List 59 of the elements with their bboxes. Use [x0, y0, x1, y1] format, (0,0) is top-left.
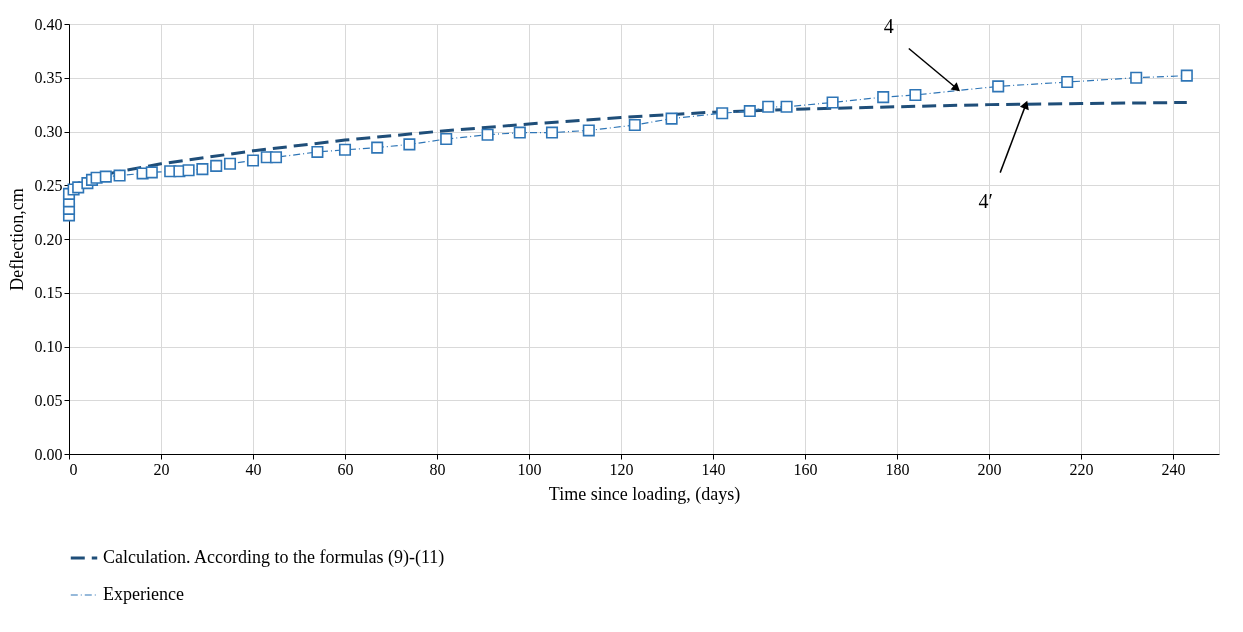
point	[99, 170, 112, 183]
x-tick-label: 80	[429, 460, 446, 478]
point	[877, 91, 890, 104]
point	[182, 164, 195, 177]
point	[440, 132, 453, 146]
point	[338, 143, 352, 156]
point	[403, 138, 416, 151]
x-tick-label: 160	[793, 460, 818, 478]
point	[113, 169, 126, 182]
x-tick-label: 20	[153, 460, 170, 478]
point	[665, 112, 678, 125]
y-axis-title: Deflection,cm	[6, 188, 27, 291]
x-tick-label: 120	[609, 460, 634, 478]
point	[582, 124, 595, 137]
point	[1180, 69, 1193, 82]
annotation: 4	[883, 14, 894, 37]
x-tick-label: 200	[977, 460, 1002, 478]
x-tick-label: 100	[517, 460, 542, 478]
point	[716, 107, 729, 120]
point	[269, 151, 283, 164]
x-tick-label: 40	[245, 460, 262, 478]
point	[1130, 71, 1143, 84]
point	[743, 105, 756, 118]
y-tick-label: 0.35	[34, 69, 63, 87]
legend-label: Calculation. According to the formulas (9)-(11)	[103, 547, 445, 568]
x-tick-label: 140	[701, 460, 726, 478]
y-tick-label: 0.30	[34, 123, 63, 140]
x-tick-label: 60	[337, 460, 354, 478]
point	[371, 141, 384, 154]
point	[826, 96, 839, 109]
point	[311, 145, 324, 158]
y-tick-label: 0.10	[34, 338, 63, 355]
point	[223, 157, 237, 170]
point	[145, 166, 158, 179]
point	[210, 159, 223, 172]
point	[513, 126, 526, 139]
point	[780, 100, 793, 113]
x-axis-title: Time since loading, (days)	[548, 483, 741, 505]
x-tick-label: 240	[1161, 460, 1186, 478]
x-tick-label: 220	[1069, 460, 1094, 478]
point	[628, 119, 641, 132]
x-tick-label: 0	[69, 460, 78, 478]
legend-label: Experience	[103, 584, 184, 604]
y-tick-label: 0.40	[34, 15, 63, 33]
y-tick-label: 0.20	[34, 230, 63, 248]
point	[992, 80, 1005, 93]
point	[246, 154, 260, 167]
y-tick-label: 0.05	[34, 391, 63, 409]
point	[1061, 76, 1074, 89]
y-tick-label: 0.25	[34, 176, 63, 194]
annotation: 4′	[978, 189, 993, 212]
point	[545, 126, 559, 139]
point	[481, 128, 494, 141]
point	[196, 163, 209, 176]
y-tick-label: 0.00	[34, 445, 63, 463]
point	[909, 88, 922, 101]
y-tick-label: 0.15	[34, 284, 63, 302]
point	[762, 100, 775, 113]
x-tick-label: 180	[885, 460, 910, 478]
